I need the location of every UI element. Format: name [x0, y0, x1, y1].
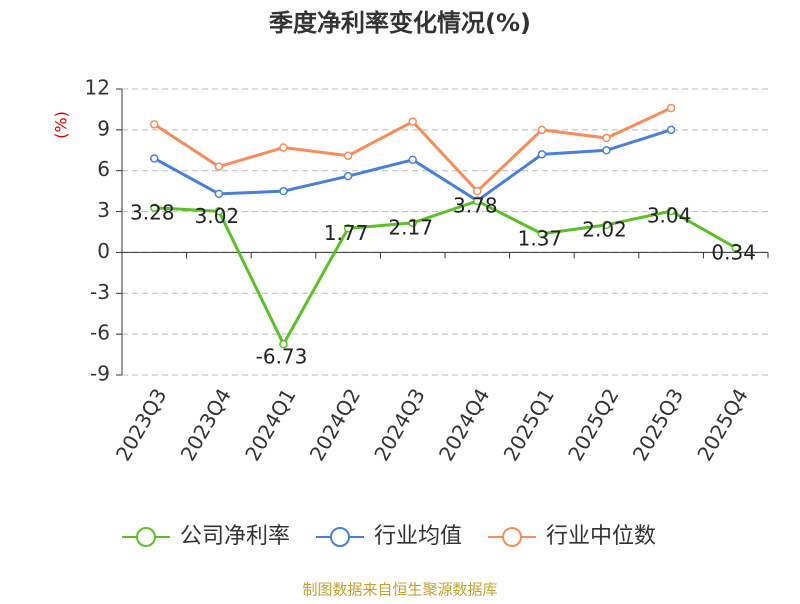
point [537, 125, 547, 135]
y-tick-label: 3 [97, 198, 110, 222]
data-label: 3.04 [647, 204, 692, 228]
x-tick-label: 2024Q2 [305, 384, 365, 465]
data-label: 2.02 [582, 217, 627, 241]
point [343, 151, 353, 160]
y-tick-label: -3 [90, 280, 110, 304]
data-label: 3.28 [130, 200, 175, 224]
point [150, 120, 159, 129]
point [214, 189, 224, 199]
legend-label: 行业均值 [374, 524, 462, 549]
legend-marker [136, 527, 156, 547]
point [602, 220, 611, 230]
y-axis-label: (%) [52, 111, 71, 139]
point [602, 133, 611, 143]
source-note: 制图数据来自恒生聚源数据库 [302, 581, 497, 599]
x-tick-label: 2025Q2 [563, 384, 623, 465]
legend-label: 行业中位数 [546, 524, 656, 549]
point [602, 146, 611, 155]
x-tick-label: 2025Q4 [692, 384, 752, 465]
x-tick-label: 2025Q3 [628, 384, 688, 465]
data-label: 3.02 [195, 204, 240, 228]
point [279, 143, 288, 152]
point [537, 150, 547, 159]
data-label: 1.77 [324, 221, 369, 245]
chart-title: 季度净利率变化情况(%) [269, 9, 531, 37]
legend-marker [330, 527, 351, 547]
point [408, 218, 417, 228]
point [666, 103, 676, 113]
y-tick-label: -9 [90, 362, 110, 386]
point [279, 186, 288, 196]
point [473, 186, 482, 196]
point [537, 229, 547, 239]
series-line [153, 128, 672, 203]
y-tick-label: 9 [97, 116, 110, 140]
point [731, 243, 740, 253]
point [214, 207, 224, 216]
point [150, 154, 159, 163]
y-tick-label: 0 [97, 239, 110, 263]
point [473, 196, 482, 206]
point [343, 171, 353, 181]
y-tick-label: 6 [97, 157, 110, 181]
y-tick-label: -6 [90, 321, 110, 345]
y-tick-label: 12 [85, 76, 110, 100]
legend-label: 公司净利率 [180, 524, 290, 549]
point [279, 339, 288, 349]
point [214, 162, 224, 171]
x-tick-label: 2023Q4 [176, 384, 236, 465]
data-label: -6.73 [256, 345, 308, 369]
point [666, 125, 676, 135]
data-label: 2.17 [388, 215, 433, 239]
point [343, 224, 353, 233]
x-tick-label: 2025Q1 [499, 384, 559, 465]
data-label: 0.34 [711, 240, 756, 264]
data-label: 3.78 [453, 193, 498, 217]
data-label: 1.37 [518, 226, 563, 250]
point [408, 155, 417, 165]
point [150, 203, 159, 213]
x-tick-label: 2024Q3 [369, 384, 429, 465]
point [408, 117, 417, 126]
series-line [154, 199, 737, 348]
x-tick-label: 2024Q4 [434, 384, 494, 465]
legend-marker [502, 527, 523, 547]
x-tick-label: 2023Q3 [111, 384, 171, 465]
x-tick-label: 2024Q1 [240, 384, 300, 465]
point [666, 206, 676, 216]
